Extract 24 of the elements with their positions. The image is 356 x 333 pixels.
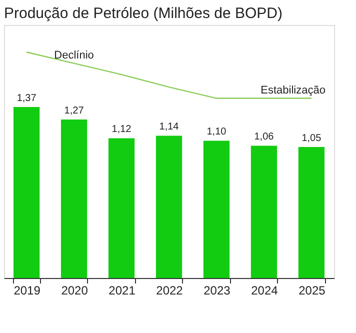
x-tick-label: 2023: [204, 284, 231, 298]
x-tick-label: 2019: [14, 284, 41, 298]
bar: [298, 146, 325, 278]
data-label: 1,12: [112, 124, 132, 136]
bar: [60, 120, 88, 278]
x-tick-label: 2024: [251, 284, 278, 298]
bar: [250, 146, 278, 278]
data-label: 1,10: [206, 126, 227, 138]
data-label: 1,37: [16, 93, 37, 104]
x-tick-label: 2025: [298, 284, 326, 298]
bar: [13, 107, 40, 278]
data-label: 1,14: [159, 122, 180, 133]
x-tick-label: 2021: [108, 284, 136, 298]
data-label: 1,06: [254, 132, 274, 143]
data-label: 1,27: [64, 106, 84, 116]
x-tick-label: 2020: [61, 284, 88, 298]
bar: [203, 140, 230, 278]
data-label: 1,05: [302, 132, 322, 144]
bar: [108, 138, 135, 278]
annotation: Estabilização: [260, 84, 326, 96]
chart-title: Produção de Petróleo (Milhões de BOPD): [4, 5, 282, 22]
bar: [156, 136, 182, 278]
annotation: Declínio: [54, 49, 94, 62]
x-tick-label: 2022: [156, 284, 184, 298]
